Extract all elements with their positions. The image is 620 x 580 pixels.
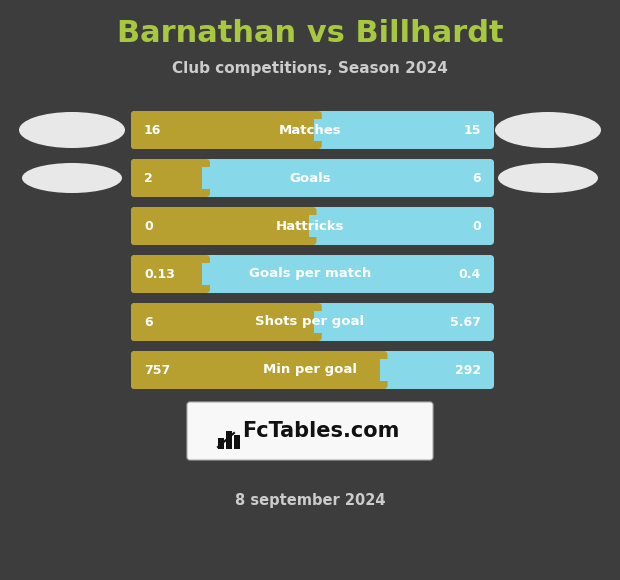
FancyBboxPatch shape — [131, 159, 210, 197]
FancyBboxPatch shape — [187, 402, 433, 460]
Text: 757: 757 — [144, 364, 170, 376]
Bar — [314, 311, 490, 333]
Bar — [226, 431, 231, 449]
Text: Barnathan vs Billhardt: Barnathan vs Billhardt — [117, 19, 503, 48]
Text: 15: 15 — [464, 124, 481, 136]
Bar — [234, 435, 239, 449]
Ellipse shape — [19, 112, 125, 148]
Text: 0.13: 0.13 — [144, 267, 175, 281]
Text: 6: 6 — [472, 172, 481, 184]
Text: 292: 292 — [455, 364, 481, 376]
Text: Goals per match: Goals per match — [249, 267, 371, 281]
Text: 6: 6 — [144, 316, 153, 328]
Text: Hattricks: Hattricks — [276, 219, 344, 233]
Bar — [218, 438, 223, 449]
Text: Goals: Goals — [289, 172, 331, 184]
FancyBboxPatch shape — [131, 207, 316, 245]
FancyBboxPatch shape — [131, 255, 210, 293]
Text: 8 september 2024: 8 september 2024 — [235, 492, 385, 508]
FancyBboxPatch shape — [131, 351, 494, 389]
Bar — [202, 167, 490, 189]
Text: 2: 2 — [144, 172, 153, 184]
Ellipse shape — [495, 112, 601, 148]
Text: 0: 0 — [144, 219, 153, 233]
FancyBboxPatch shape — [131, 303, 322, 341]
FancyBboxPatch shape — [131, 159, 494, 197]
FancyBboxPatch shape — [131, 207, 494, 245]
Bar — [314, 119, 490, 141]
FancyBboxPatch shape — [131, 111, 494, 149]
Bar — [379, 359, 490, 381]
Text: Matches: Matches — [278, 124, 342, 136]
Text: Club competitions, Season 2024: Club competitions, Season 2024 — [172, 60, 448, 75]
Bar — [202, 263, 490, 285]
Text: 0: 0 — [472, 219, 481, 233]
Text: Min per goal: Min per goal — [263, 364, 357, 376]
Ellipse shape — [22, 163, 122, 193]
FancyBboxPatch shape — [131, 303, 494, 341]
FancyBboxPatch shape — [131, 255, 494, 293]
Text: Shots per goal: Shots per goal — [255, 316, 365, 328]
Ellipse shape — [498, 163, 598, 193]
FancyBboxPatch shape — [131, 111, 322, 149]
Text: 16: 16 — [144, 124, 161, 136]
Text: 5.67: 5.67 — [450, 316, 481, 328]
Text: 0.4: 0.4 — [459, 267, 481, 281]
Text: FcTables.com: FcTables.com — [242, 421, 399, 441]
Bar — [309, 215, 490, 237]
FancyBboxPatch shape — [131, 351, 388, 389]
